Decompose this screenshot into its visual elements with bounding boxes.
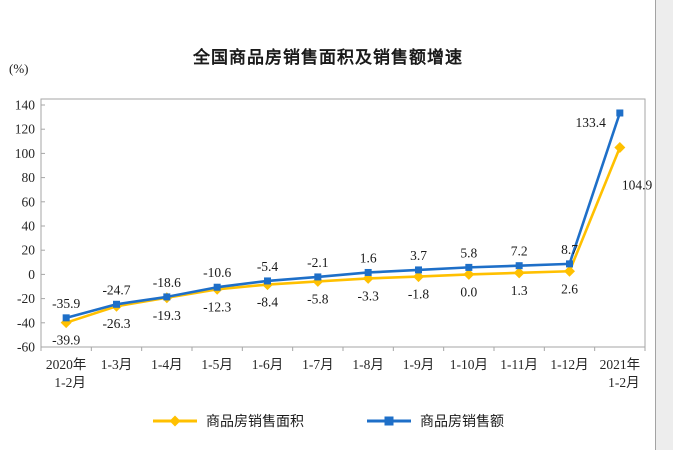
y-tick-label: 140 xyxy=(15,98,36,113)
data-label: 2.6 xyxy=(561,281,578,296)
marker-square xyxy=(566,260,573,268)
x-tick-label: 1-5月 xyxy=(201,357,233,372)
y-tick-label: 100 xyxy=(15,146,36,161)
data-label: 3.7 xyxy=(410,248,427,263)
x-tick-label: 1-11月 xyxy=(500,357,538,372)
x-tick-label: 1-10月 xyxy=(450,357,488,372)
x-tick-label: 1-9月 xyxy=(403,357,435,372)
series-line-1 xyxy=(65,112,622,320)
y-tick-label: 0 xyxy=(28,267,35,282)
y-tick-label: 120 xyxy=(15,122,36,137)
legend-line-square-icon xyxy=(367,416,411,426)
data-label: 0.0 xyxy=(460,284,477,299)
data-label: -19.3 xyxy=(153,308,181,323)
marker-diamond xyxy=(513,267,525,279)
page-edge-divider xyxy=(655,0,673,450)
data-label: 133.4 xyxy=(575,115,606,130)
data-label: -39.9 xyxy=(52,333,80,348)
marker-square xyxy=(314,273,322,281)
y-tick-label: 40 xyxy=(22,219,36,234)
marker-diamond xyxy=(614,141,626,153)
marker-square xyxy=(113,300,120,308)
data-label: -1.8 xyxy=(408,287,430,302)
data-label: -12.3 xyxy=(203,299,231,314)
plot-border xyxy=(40,98,646,348)
data-label: -5.4 xyxy=(257,259,279,274)
data-label: -18.6 xyxy=(153,275,181,290)
data-label: -26.3 xyxy=(102,316,130,331)
marker-diamond xyxy=(564,265,575,277)
marker-square xyxy=(163,293,171,301)
y-tick-label: 80 xyxy=(22,170,36,185)
data-label: -8.4 xyxy=(257,295,279,310)
x-tick-label: 2020年 1-2月 xyxy=(46,357,87,390)
data-label: 104.9 xyxy=(622,177,653,192)
y-tick-label: -40 xyxy=(17,315,35,330)
x-tick-label: 1-6月 xyxy=(252,357,284,372)
marker-diamond xyxy=(413,271,424,283)
chart-title: 全国商品房销售面积及销售额增速 xyxy=(193,48,463,67)
x-tick-label: 1-4月 xyxy=(151,357,183,372)
legend-item-sales-amount: 商品房销售额 xyxy=(366,411,504,431)
marker-diamond xyxy=(463,268,475,280)
data-label: 1.6 xyxy=(360,250,377,265)
y-axis-unit-label: (%) xyxy=(9,61,29,76)
marker-square xyxy=(465,263,473,271)
legend-line-diamond-icon xyxy=(153,415,197,427)
y-tick-label: 60 xyxy=(22,194,36,209)
data-label: -35.9 xyxy=(52,296,80,311)
legend-item-sales-area: 商品房销售面积 xyxy=(152,411,304,431)
marker-square xyxy=(616,109,624,117)
marker-square xyxy=(515,262,523,270)
y-tick-label: -60 xyxy=(17,340,35,355)
data-label: 7.2 xyxy=(511,244,528,259)
data-label: -5.8 xyxy=(307,291,329,306)
series-line-0 xyxy=(65,146,622,324)
y-tick-label: -20 xyxy=(17,291,35,306)
data-label: -24.7 xyxy=(102,282,130,297)
marker-square xyxy=(213,283,221,291)
data-label: -2.1 xyxy=(307,255,328,270)
marker-square xyxy=(364,268,372,276)
x-tick-label: 1-7月 xyxy=(302,357,334,372)
legend-label-sales-area: 商品房销售面积 xyxy=(206,415,304,430)
data-label: -10.6 xyxy=(203,265,231,280)
data-label: -3.3 xyxy=(357,288,379,303)
data-label: 1.3 xyxy=(511,283,528,298)
marker-square xyxy=(415,266,422,274)
y-tick-label: 20 xyxy=(22,243,36,258)
x-tick-label: 1-8月 xyxy=(352,357,384,372)
marker-square xyxy=(264,277,271,285)
chart-legend: 商品房销售面积 商品房销售额 xyxy=(0,411,656,431)
legend-label-sales-amount: 商品房销售额 xyxy=(420,415,504,430)
x-tick-label: 2021年 1-2月 xyxy=(600,357,641,390)
x-tick-label: 1-3月 xyxy=(101,357,133,372)
x-tick-label: 1-12月 xyxy=(550,357,588,372)
marker-square xyxy=(62,314,70,322)
data-label: 5.8 xyxy=(460,245,477,260)
data-label: 8.7 xyxy=(561,242,578,257)
